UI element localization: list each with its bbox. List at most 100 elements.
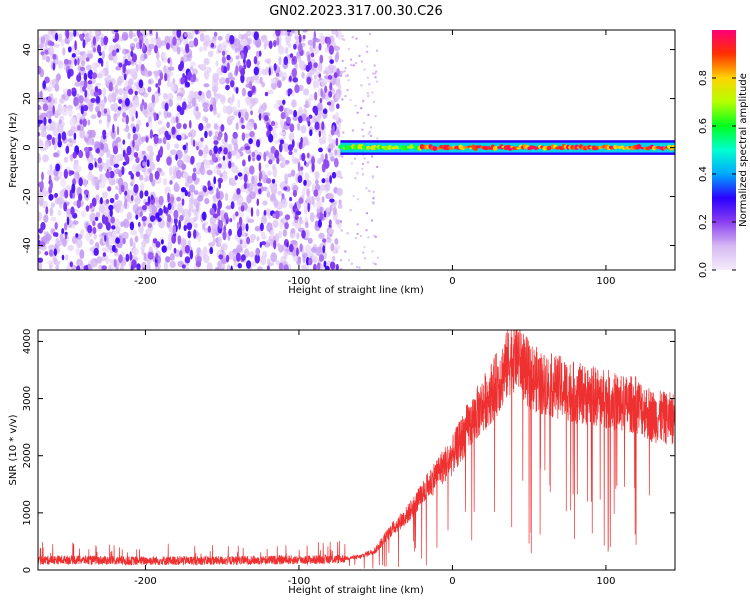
noise-blob — [281, 193, 285, 199]
noise-blob — [332, 201, 337, 208]
noise-blob — [117, 170, 123, 177]
noise-dot — [365, 187, 368, 190]
noise-blob — [44, 34, 49, 40]
noise-blob — [49, 43, 54, 54]
noise-blob — [248, 81, 253, 90]
noise-blob — [45, 233, 52, 241]
noise-blob — [332, 255, 336, 262]
noise-blob — [111, 49, 117, 57]
noise-blob — [55, 264, 59, 270]
noise-blob — [247, 90, 253, 98]
noise-blob — [228, 160, 232, 169]
noise-blob — [218, 131, 223, 138]
noise-blob — [98, 204, 106, 214]
noise-blob — [274, 121, 278, 129]
noise-blob — [225, 49, 229, 56]
noise-dot — [368, 32, 372, 36]
noise-dot — [346, 232, 349, 235]
noise-blob — [155, 252, 159, 260]
noise-blob — [168, 166, 173, 176]
noise-blob — [284, 222, 289, 230]
noise-blob — [66, 30, 70, 39]
noise-blob — [234, 175, 238, 181]
noise-blob — [61, 254, 65, 261]
noise-blob — [316, 69, 320, 76]
noise-blob — [279, 139, 285, 145]
noise-blob — [235, 211, 239, 217]
noise-blob — [204, 144, 209, 154]
noise-blob — [237, 210, 245, 218]
noise-blob — [213, 176, 217, 185]
noise-blob — [162, 136, 167, 145]
noise-blob — [249, 191, 256, 200]
noise-blob — [122, 139, 126, 145]
noise-blob — [40, 180, 44, 191]
noise-blob — [279, 143, 283, 153]
noise-blob — [132, 85, 136, 92]
noise-blob — [164, 130, 169, 138]
noise-blob — [53, 248, 58, 256]
noise-blob — [270, 252, 278, 263]
noise-blob — [271, 178, 276, 184]
noise-dot — [340, 176, 343, 179]
noise-blob — [43, 116, 47, 126]
noise-blob — [221, 173, 228, 182]
noise-blob — [183, 32, 188, 38]
noise-blob — [57, 132, 62, 143]
noise-blob — [187, 175, 194, 184]
noise-blob — [278, 56, 282, 66]
noise-blob — [220, 124, 225, 132]
noise-dot — [356, 111, 359, 115]
noise-blob — [78, 150, 84, 159]
noise-blob — [101, 50, 105, 60]
noise-blob — [204, 197, 210, 205]
noise-blob — [132, 33, 136, 38]
noise-blob — [181, 264, 186, 269]
noise-blob — [251, 151, 256, 158]
noise-blob — [226, 62, 230, 71]
noise-blob — [153, 135, 159, 145]
noise-blob — [221, 56, 226, 64]
noise-dot — [361, 173, 365, 176]
noise-blob — [292, 157, 298, 164]
noise-blob — [246, 236, 251, 245]
noise-blob — [90, 98, 96, 103]
noise-blob — [213, 110, 218, 116]
y-tick-label: 4000 — [22, 329, 33, 354]
noise-blob — [171, 205, 174, 210]
figure-title: GN02.2023.317.00.30.C26 — [269, 4, 443, 19]
noise-blob — [48, 83, 53, 93]
colorbar-gradient — [712, 30, 736, 270]
noise-blob — [82, 104, 89, 112]
noise-blob — [40, 51, 45, 56]
noise-blob — [67, 244, 74, 252]
noise-blob — [103, 35, 108, 46]
noise-blob — [324, 85, 328, 93]
noise-blob — [49, 207, 54, 217]
noise-blob — [258, 113, 262, 121]
noise-dot — [354, 177, 357, 180]
noise-blob — [96, 73, 104, 79]
noise-blob — [223, 147, 228, 155]
noise-blob — [140, 136, 146, 142]
noise-blob — [280, 112, 286, 120]
noise-blob — [202, 102, 210, 109]
noise-blob — [186, 104, 193, 109]
noise-blob — [131, 178, 135, 185]
noise-blob — [262, 102, 267, 112]
noise-blob — [291, 99, 297, 108]
noise-blob — [141, 99, 145, 106]
noise-blob — [203, 254, 210, 264]
noise-blob — [326, 207, 331, 213]
noise-blob — [140, 103, 143, 112]
noise-blob — [50, 202, 56, 208]
noise-blob — [270, 146, 276, 154]
noise-blob — [94, 176, 98, 187]
noise-blob — [91, 62, 98, 70]
noise-blob — [319, 206, 324, 213]
noise-blob — [289, 53, 294, 58]
noise-blob — [38, 228, 43, 234]
noise-blob — [311, 162, 315, 173]
noise-blob — [95, 194, 100, 201]
